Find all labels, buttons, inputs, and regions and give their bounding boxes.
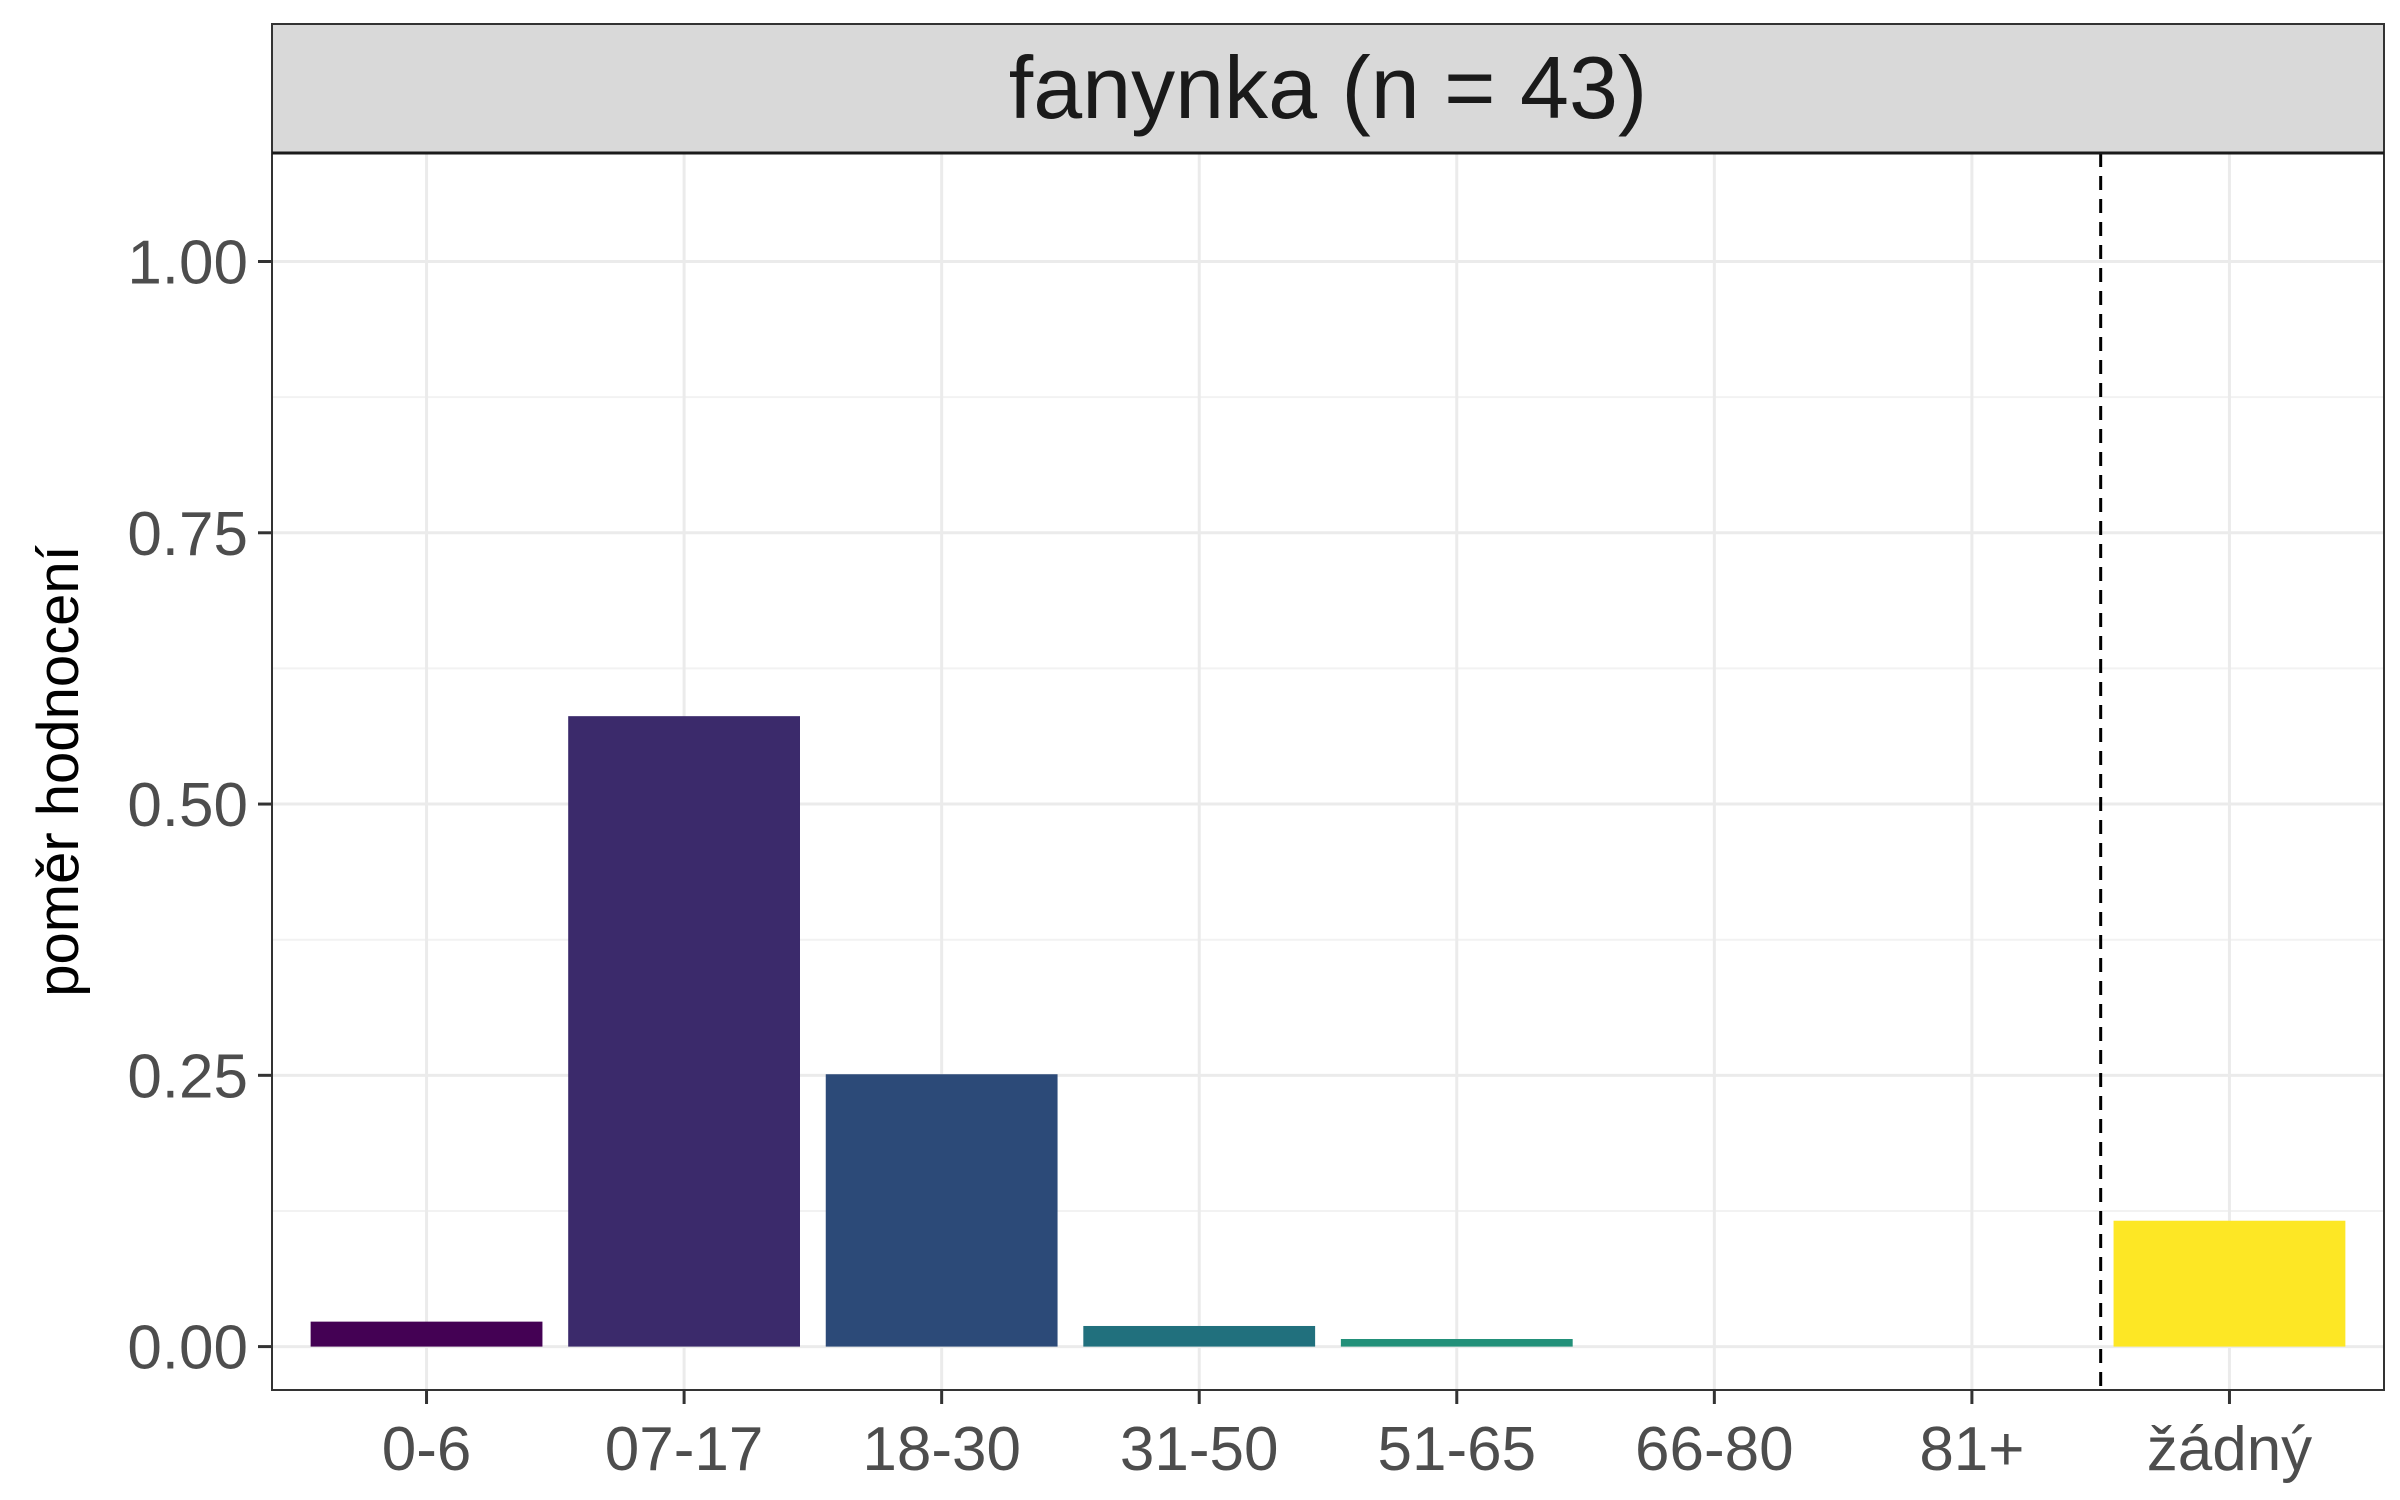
x-tick-label: 51-65 [1377,1415,1536,1484]
bar-žádný [2113,1220,2346,1347]
x-tick-label: 81+ [1919,1415,2024,1484]
x-tick-label: 18-30 [862,1415,1021,1484]
x-tick-label: 66-80 [1635,1415,1794,1484]
bar-18-30 [825,1074,1058,1347]
x-tick-label: žádný [2147,1415,2312,1484]
y-tick-label: 0.00 [127,1314,248,1383]
y-tick-label: 0.25 [127,1042,248,1111]
facet-strip [271,23,2385,154]
y-tick-label: 1.00 [127,229,248,298]
y-axis-title: poměr hodnocení [26,545,91,996]
bar-0-6 [310,1321,543,1347]
bar-31-50 [1083,1325,1316,1347]
x-tick-label: 07-17 [605,1415,764,1484]
bars [310,716,2346,1347]
bar-51-65 [1340,1339,1573,1347]
x-tick-label: 31-50 [1120,1415,1279,1484]
y-tick-label: 0.75 [127,500,248,569]
y-axis-ticks: 0.00 0.25 0.50 0.75 1.00 [127,229,272,1383]
facet-title: fanynka (n = 43) [1009,38,1647,137]
bar-07-17 [568,716,800,1347]
x-tick-label: 0-6 [382,1415,472,1484]
x-axis-ticks: 0-6 07-17 18-30 31-50 51-65 66-80 81+ žádný [382,1390,2312,1484]
y-tick-label: 0.50 [127,771,248,840]
